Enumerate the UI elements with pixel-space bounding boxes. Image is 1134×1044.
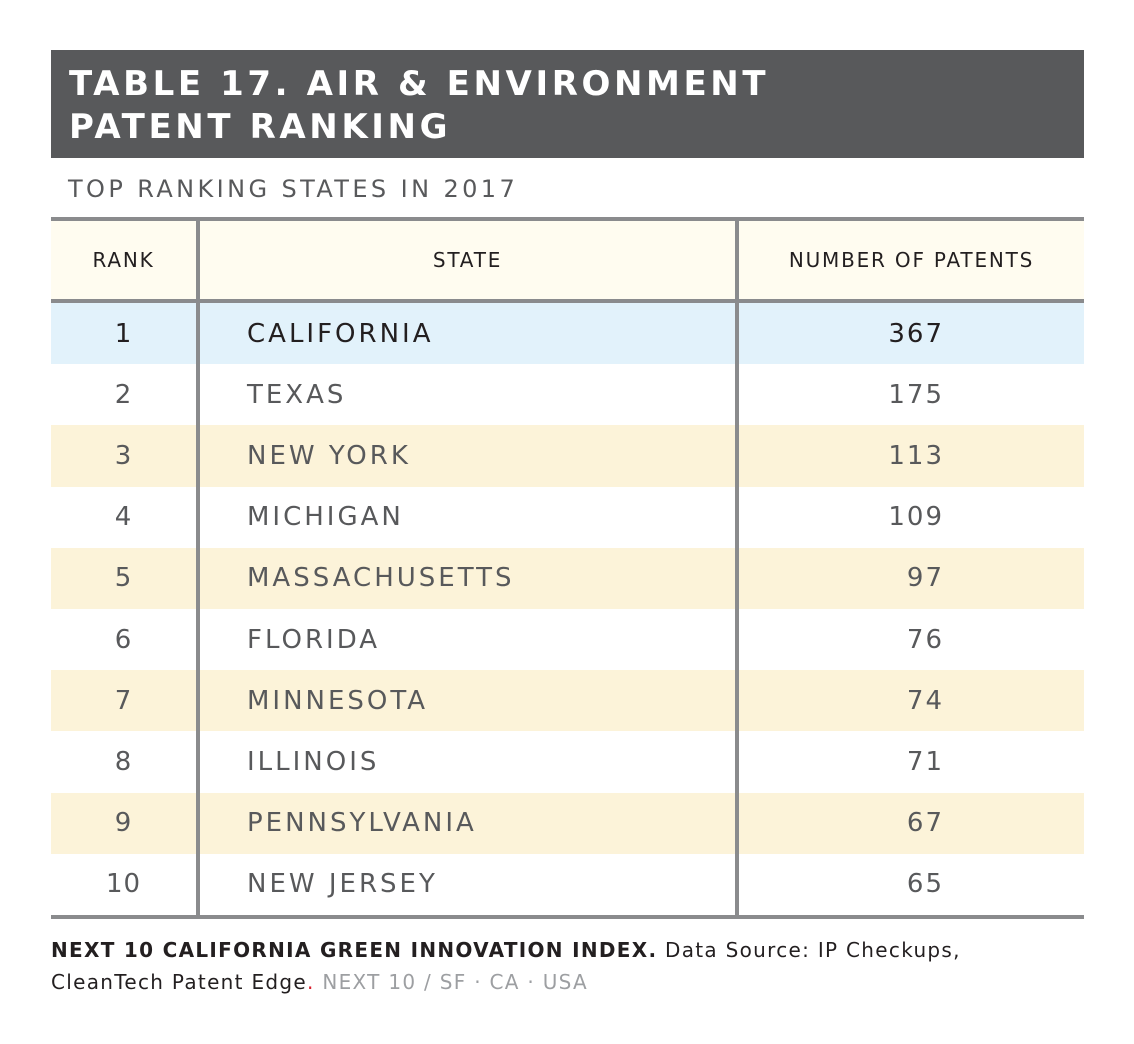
table-title-line-2: PATENT RANKING <box>69 107 452 147</box>
title-bar: TABLE 17. AIR & ENVIRONMENT PATENT RANKI… <box>51 50 1084 158</box>
rank-cell: 2 <box>114 379 133 410</box>
table-row: 9 PENNSYLVANIA 67 <box>51 792 1084 854</box>
state-cell: FLORIDA <box>196 608 739 671</box>
state-cell: NEW YORK <box>196 425 739 487</box>
source-text: Data Source: IP Checkups, <box>657 938 961 962</box>
rank-cell: 10 <box>51 853 198 919</box>
state-cell: MICHIGAN <box>196 486 739 548</box>
rank-cell: 4 <box>114 502 133 533</box>
table-row: 4 MICHIGAN 109 <box>51 486 1084 548</box>
patents-cell: 97 <box>737 547 1084 609</box>
table-row: 2 TEXAS 175 <box>51 364 1084 426</box>
table-row: 1 CALIFORNIA 367 <box>51 301 1084 365</box>
table-row: 5 MASSACHUSETTS 97 <box>51 547 1084 609</box>
state-cell: NEW JERSEY <box>196 853 739 919</box>
table-row: 7 MINNESOTA 74 <box>51 670 1084 732</box>
source-organization: NEXT 10 / SF · CA · USA <box>314 970 589 994</box>
patents-cell: 71 <box>906 746 944 777</box>
column-header-patents: NUMBER OF PATENTS <box>737 217 1084 303</box>
table-row: 6 FLORIDA 76 <box>51 608 1084 671</box>
patents-cell: 67 <box>737 792 1084 854</box>
source-dot: . <box>306 970 315 994</box>
rank-cell: 9 <box>51 792 198 854</box>
patents-cell: 109 <box>888 502 944 533</box>
table-row: 10 NEW JERSEY 65 <box>51 853 1084 919</box>
rank-cell: 7 <box>51 670 198 732</box>
state-cell: CALIFORNIA <box>196 301 739 365</box>
header-row: RANK STATE NUMBER OF PATENTS <box>51 217 1084 303</box>
patents-cell: 65 <box>737 853 1084 919</box>
state-cell: MINNESOTA <box>196 670 739 732</box>
table-body: 1 CALIFORNIA 367 2 TEXAS 175 3 NEW YORK 113 4 MICH… <box>51 301 1084 919</box>
table-title-line-1: TABLE 17. AIR & ENVIRONMENT <box>69 64 770 104</box>
patents-cell: 76 <box>906 624 944 655</box>
column-header-state: STATE <box>196 217 739 303</box>
state-cell: PENNSYLVANIA <box>196 792 739 854</box>
rank-cell: 8 <box>114 746 133 777</box>
patents-cell: 113 <box>737 425 1084 487</box>
table-subtitle: TOP RANKING STATES IN 2017 <box>68 175 519 203</box>
ranking-table: RANK STATE NUMBER OF PATENTS 1 CALIFORNIA… <box>51 217 1084 919</box>
state-cell: ILLINOIS <box>196 731 739 793</box>
ranking-table-wrapper: RANK STATE NUMBER OF PATENTS 1 CALIFORNIA… <box>51 217 1084 919</box>
source-note: NEXT 10 CALIFORNIA GREEN INNOVATION INDE… <box>51 934 1084 998</box>
patents-cell: 74 <box>737 670 1084 732</box>
table-row: 3 NEW YORK 113 <box>51 425 1084 487</box>
source-text-line-2: CleanTech Patent Edge <box>51 970 307 994</box>
source-publication: NEXT 10 CALIFORNIA GREEN INNOVATION INDE… <box>51 938 658 962</box>
patents-cell: 175 <box>888 379 944 410</box>
patents-cell: 367 <box>737 301 1084 365</box>
rank-cell: 5 <box>51 547 198 609</box>
rank-cell: 1 <box>51 301 198 365</box>
rank-cell: 3 <box>51 425 198 487</box>
state-cell: MASSACHUSETTS <box>196 547 739 609</box>
table-row: 8 ILLINOIS 71 <box>51 731 1084 793</box>
rank-cell: 6 <box>114 624 133 655</box>
state-cell: TEXAS <box>196 364 739 426</box>
column-header-rank: RANK <box>51 217 198 303</box>
